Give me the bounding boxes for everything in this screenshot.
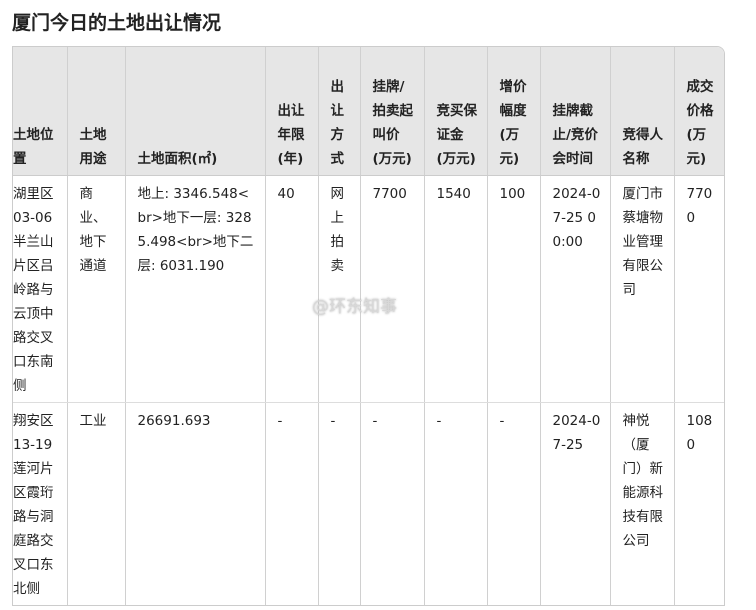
column-header: 土地位置 [13,47,67,176]
column-header: 挂牌/拍卖起叫价(万元) [359,47,424,176]
column-header: 竞得人名称 [609,47,674,176]
table-cell: 商业、地下通道 [66,175,125,403]
table-cell: 神悦（厦门）新能源科技有限公司 [609,402,674,605]
table-cell: 网上拍卖 [317,175,360,403]
table-row: 湖里区03-06半兰山片区吕岭路与云顶中路交叉口东南侧 商业、地下通道 地上: 33… [13,175,724,403]
table-cell: 26691.693 [124,402,265,605]
column-header: 增价幅度(万元) [486,47,540,176]
table-cell: 1540 [423,175,487,403]
watermark: @环东知事 [312,297,397,317]
table-cell: - [264,402,318,605]
table-cell: - [486,402,540,605]
table-cell: 2024-07-25 00:00 [539,175,610,403]
land-table: 土地位置 土地用途 土地面积(㎡) 出让年限(年) 出让方式 挂牌/拍卖起叫价(万元) 竞买… [13,47,724,605]
table-cell: 地上: 3346.548<br>地下一层: 3285.498<br>地下二层: … [124,175,265,403]
table-cell: 40 [264,175,318,403]
table-cell: - [423,402,487,605]
table-cell: 湖里区03-06半兰山片区吕岭路与云顶中路交叉口东南侧 [13,175,67,403]
table-cell: 100 [486,175,540,403]
table-cell: 2024-07-25 [539,402,610,605]
table-cell: 厦门市蔡塘物业管理有限公司 [609,175,674,403]
table-cell: 7700 [673,175,724,403]
page-title: 厦门今日的土地出让情况 [12,12,222,34]
table-cell: - [317,402,360,605]
table-cell: 7700 [359,175,424,403]
column-header: 土地面积(㎡) [124,47,265,176]
column-header: 挂牌截止/竞价会时间 [539,47,610,176]
table-cell: 工业 [66,402,125,605]
table-row: 翔安区13-19莲河片区霞珩路与洞庭路交叉口东北侧 工业 26691.693- - - -… [13,402,724,605]
table-cell: - [359,402,424,605]
column-header: 出让方式 [317,47,360,176]
land-table-container: 土地位置 土地用途 土地面积(㎡) 出让年限(年) 出让方式 挂牌/拍卖起叫价(万元) 竞买… [12,46,725,606]
table-cell: 翔安区13-19莲河片区霞珩路与洞庭路交叉口东北侧 [13,413,54,597]
column-header: 成交价格(万元) [673,47,724,176]
table-cell: 1080 [673,402,724,605]
column-header: 竞买保证金(万元) [423,47,487,176]
column-header: 出让年限(年) [264,47,318,176]
column-header: 土地用途 [66,47,125,176]
